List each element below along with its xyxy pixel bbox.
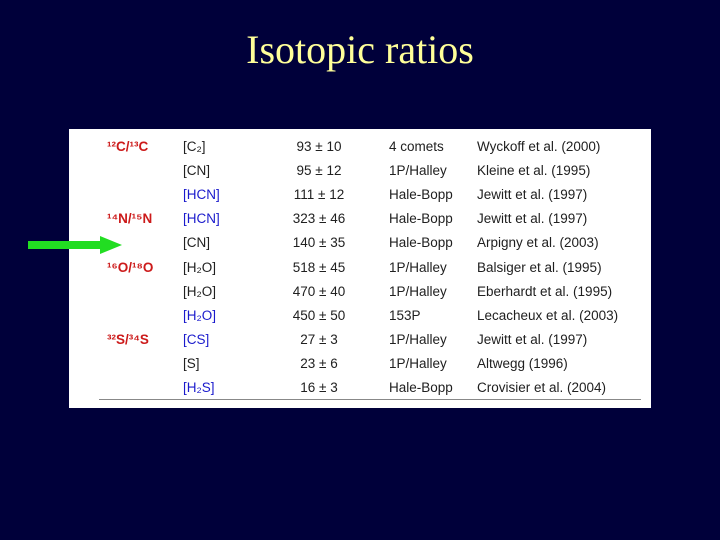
comet-source-cell: 1P/Halley bbox=[389, 163, 447, 178]
molecule-cell: [H₂O] bbox=[183, 260, 216, 275]
reference-cell: Crovisier et al. (2004) bbox=[477, 380, 607, 395]
molecule-cell: [HCN] bbox=[183, 211, 220, 226]
molecule-cell: [S] bbox=[183, 356, 200, 371]
isotope-ratio-label: ³²S/³⁴S bbox=[107, 332, 149, 347]
molecule-cell: [H₂O] bbox=[183, 284, 216, 299]
comet-source-cell: 1P/Halley bbox=[389, 260, 447, 275]
molecule-cell: [CN] bbox=[183, 163, 210, 178]
table-row: [H₂O] 470 ± 40 1P/Halley Eberhardt et al… bbox=[69, 280, 651, 304]
comet-source-cell: Hale-Bopp bbox=[389, 380, 453, 395]
ratio-value-cell: 323 ± 46 bbox=[292, 211, 346, 226]
comet-source-cell: Hale-Bopp bbox=[389, 235, 453, 250]
ratio-value-cell: 111 ± 12 bbox=[293, 187, 345, 202]
ratio-value-cell: 140 ± 35 bbox=[292, 235, 346, 250]
isotope-ratio-label: ¹⁶O/¹⁸O bbox=[107, 260, 154, 275]
table-row: ³²S/³⁴S [CS] 27 ± 3 1P/Halley Jewitt et … bbox=[69, 328, 651, 352]
reference-cell: Eberhardt et al. (1995) bbox=[477, 284, 613, 299]
reference-cell: Lecacheux et al. (2003) bbox=[477, 308, 619, 323]
table-row: [HCN] 111 ± 12 Hale-Bopp Jewitt et al. (… bbox=[69, 183, 651, 207]
comet-source-cell: 1P/Halley bbox=[389, 332, 447, 347]
reference-cell: Arpigny et al. (2003) bbox=[477, 235, 599, 250]
comet-source-cell: Hale-Bopp bbox=[389, 211, 453, 226]
reference-cell: Kleine et al. (1995) bbox=[477, 163, 591, 178]
ratio-value-cell: 23 ± 6 bbox=[300, 356, 338, 371]
reference-cell: Jewitt et al. (1997) bbox=[477, 332, 588, 347]
molecule-cell: [H₂S] bbox=[183, 380, 215, 395]
molecule-cell: [HCN] bbox=[183, 187, 220, 202]
isotope-ratio-label: ¹²C/¹³C bbox=[107, 139, 149, 154]
comet-source-cell: Hale-Bopp bbox=[389, 187, 453, 202]
table-row: [H₂O] 450 ± 50 153P Lecacheux et al. (20… bbox=[69, 304, 651, 328]
table-row: [H₂S] 16 ± 3 Hale-Bopp Crovisier et al. … bbox=[69, 376, 651, 400]
comet-source-cell: 4 comets bbox=[389, 139, 444, 154]
reference-cell: Wyckoff et al. (2000) bbox=[477, 139, 601, 154]
molecule-cell: [CS] bbox=[183, 332, 210, 347]
table-row: [CN] 95 ± 12 1P/Halley Kleine et al. (19… bbox=[69, 159, 651, 183]
molecule-cell: [CN] bbox=[183, 235, 210, 250]
table-row: ¹⁶O/¹⁸O [H₂O] 518 ± 45 1P/Halley Balsige… bbox=[69, 256, 651, 280]
ratio-value-cell: 27 ± 3 bbox=[300, 332, 338, 347]
ratio-value-cell: 450 ± 50 bbox=[292, 308, 346, 323]
comet-source-cell: 153P bbox=[389, 308, 421, 323]
molecule-cell: [H₂O] bbox=[183, 308, 216, 323]
ratio-value-cell: 95 ± 12 bbox=[296, 163, 342, 178]
reference-cell: Jewitt et al. (1997) bbox=[477, 187, 588, 202]
table-row: ¹²C/¹³C [C₂] 93 ± 10 4 comets Wyckoff et… bbox=[69, 135, 651, 159]
molecule-cell: [C₂] bbox=[183, 139, 206, 154]
reference-cell: Altwegg (1996) bbox=[477, 356, 568, 371]
comet-source-cell: 1P/Halley bbox=[389, 284, 447, 299]
isotope-ratio-label: ¹⁴N/¹⁵N bbox=[107, 211, 153, 226]
table-row: [S] 23 ± 6 1P/Halley Altwegg (1996) bbox=[69, 352, 651, 376]
slide-title: Isotopic ratios bbox=[246, 27, 474, 72]
ratio-value-cell: 470 ± 40 bbox=[292, 284, 346, 299]
reference-cell: Balsiger et al. (1995) bbox=[477, 260, 602, 275]
right-arrow-icon bbox=[28, 236, 122, 254]
table-row: [CN] 140 ± 35 Hale-Bopp Arpigny et al. (… bbox=[69, 231, 651, 255]
table-bottom-rule bbox=[99, 399, 641, 400]
table-row: ¹⁴N/¹⁵N [HCN] 323 ± 46 Hale-Bopp Jewitt … bbox=[69, 207, 651, 231]
comet-source-cell: 1P/Halley bbox=[389, 356, 447, 371]
ratio-value-cell: 16 ± 3 bbox=[300, 380, 338, 395]
reference-cell: Jewitt et al. (1997) bbox=[477, 211, 588, 226]
isotopic-ratios-table: ¹²C/¹³C [C₂] 93 ± 10 4 comets Wyckoff et… bbox=[69, 129, 651, 408]
ratio-value-cell: 93 ± 10 bbox=[296, 139, 342, 154]
ratio-value-cell: 518 ± 45 bbox=[292, 260, 346, 275]
